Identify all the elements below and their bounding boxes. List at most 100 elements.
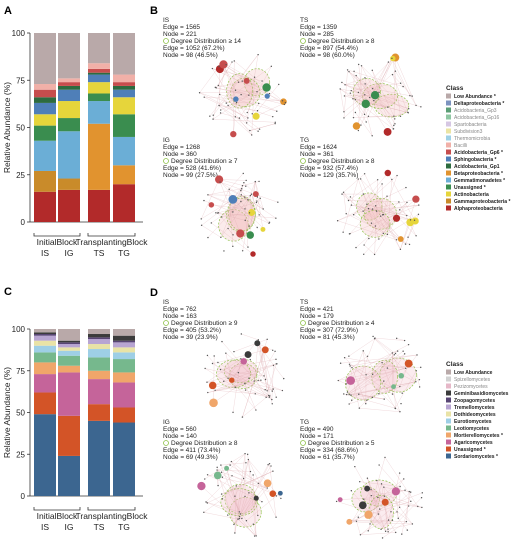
network-node xyxy=(379,215,382,217)
network-node xyxy=(258,102,260,105)
network-node xyxy=(270,465,272,467)
network-node xyxy=(394,118,396,120)
network-node xyxy=(404,359,413,368)
network-edge xyxy=(341,82,359,93)
network-node xyxy=(244,389,247,391)
network-edge xyxy=(199,92,248,119)
network-node xyxy=(215,175,224,184)
network-edge xyxy=(207,471,273,504)
y-tick-label: 25 xyxy=(16,171,25,180)
network-edge xyxy=(217,212,276,219)
network-edge xyxy=(242,181,260,186)
legend-swatch xyxy=(446,369,451,375)
legend-swatch xyxy=(446,156,451,162)
network-node xyxy=(230,460,233,463)
network-node xyxy=(257,379,259,382)
network-edge xyxy=(348,200,399,203)
bar-segment xyxy=(58,89,80,102)
legend-swatch xyxy=(446,184,451,190)
network-node xyxy=(217,361,219,364)
legend-title: Class xyxy=(446,361,464,368)
network-node xyxy=(345,383,347,385)
network-node xyxy=(395,239,398,241)
bar-segment xyxy=(34,340,56,346)
bar-segment xyxy=(88,101,110,124)
legend-label: Spizellomycetes xyxy=(454,377,491,383)
bar-segment xyxy=(58,118,80,132)
network-node xyxy=(341,193,343,195)
network-node xyxy=(217,484,219,487)
network-edge xyxy=(235,116,250,131)
network-edge xyxy=(234,478,244,497)
network-node xyxy=(420,497,423,499)
network-node xyxy=(348,70,350,73)
network-node xyxy=(256,200,258,202)
network-edge xyxy=(372,88,413,97)
network-edge xyxy=(387,523,413,530)
network-node xyxy=(398,201,400,203)
network-node xyxy=(394,70,397,72)
network-edge xyxy=(354,466,368,489)
network-node xyxy=(362,193,365,195)
legend-swatch xyxy=(446,135,451,141)
network-node xyxy=(383,486,385,488)
network-edge xyxy=(366,204,411,220)
network-node xyxy=(227,514,229,516)
bar-segment xyxy=(58,78,80,83)
network-node xyxy=(204,367,206,370)
network-graph xyxy=(336,169,420,256)
network-node xyxy=(381,498,389,506)
panel-letter: A xyxy=(4,5,12,17)
network-edge xyxy=(219,105,258,111)
network-edge xyxy=(234,60,284,102)
network-node xyxy=(197,481,206,491)
network-node xyxy=(348,363,351,365)
network-edge xyxy=(226,64,267,88)
legend-label: Alphaproteobacteria xyxy=(454,206,503,212)
network-node xyxy=(206,474,209,476)
network-edge xyxy=(245,380,259,391)
network-node xyxy=(249,129,251,132)
network-edge xyxy=(368,501,411,515)
network-title: TS xyxy=(300,17,309,24)
network-node xyxy=(244,495,246,498)
network-node xyxy=(266,338,268,341)
legend-swatch xyxy=(446,205,451,211)
network-node xyxy=(383,495,386,497)
legend-label: Acidobacteria_Gp1 xyxy=(454,164,500,170)
network-edge xyxy=(217,469,251,472)
bar-segment xyxy=(113,33,135,75)
bar-segment xyxy=(88,189,110,222)
network-node xyxy=(217,84,220,87)
network-edge xyxy=(340,354,418,364)
network-node xyxy=(398,372,405,379)
network-node xyxy=(415,104,417,107)
network-node xyxy=(277,201,279,203)
bar-segment xyxy=(88,420,110,496)
network-node xyxy=(415,235,417,237)
network-edge xyxy=(374,338,416,382)
network-edge xyxy=(351,520,393,521)
network-node xyxy=(415,370,418,372)
network-node xyxy=(381,183,383,185)
network-edge xyxy=(239,516,255,537)
network-edge xyxy=(218,202,257,213)
x-tick-label: IG xyxy=(65,522,74,532)
bar-segment xyxy=(34,97,56,103)
network-node xyxy=(363,113,366,116)
network-node xyxy=(348,393,350,396)
bar-segment xyxy=(58,347,80,351)
network-node xyxy=(399,115,402,117)
network-node xyxy=(358,407,361,409)
network-edge xyxy=(216,470,235,525)
network-edge xyxy=(201,199,233,220)
network-node xyxy=(393,115,395,117)
network-node xyxy=(249,470,252,473)
network-edge xyxy=(207,194,270,224)
network-edge xyxy=(360,532,396,535)
legend-label: Deltaproteobacteria * xyxy=(454,101,504,107)
network-node xyxy=(354,99,357,101)
network-edge xyxy=(219,94,277,112)
network-node-count: Node = 171 xyxy=(300,433,334,440)
network-edge xyxy=(257,487,268,500)
